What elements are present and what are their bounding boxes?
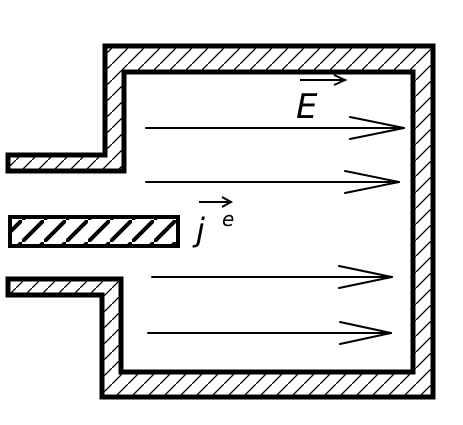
field-arrow [145,116,405,140]
field-arrow [145,170,400,194]
inner-conductor [8,215,180,248]
current-label: j e [192,196,234,249]
cavity-wall [5,43,436,400]
field-symbol: E [296,87,318,127]
field-arrows [145,116,405,345]
field-label: E [296,74,348,127]
current-symbol: j [192,211,205,249]
field-arrow [147,321,392,345]
field-arrow [151,265,393,289]
current-superscript: e [222,207,234,231]
